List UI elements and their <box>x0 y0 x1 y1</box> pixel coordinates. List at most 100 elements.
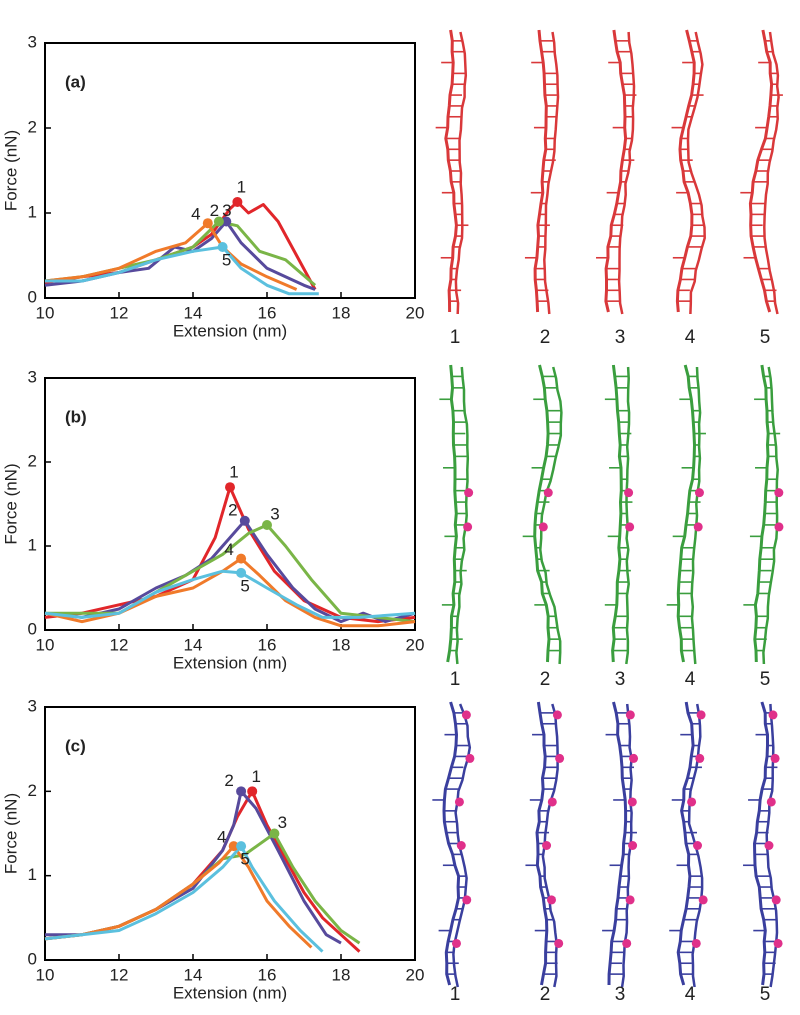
y-tick-label: 2 <box>28 117 37 136</box>
x-tick-label: 16 <box>258 965 277 984</box>
residue-dot <box>543 488 553 498</box>
strand <box>611 364 623 663</box>
residue-dot <box>624 488 634 498</box>
peak-marker <box>236 553 247 564</box>
strand <box>442 701 461 986</box>
x-tick-label: 10 <box>36 635 55 654</box>
residue-dot <box>542 841 552 850</box>
residue-dot <box>698 895 708 905</box>
peak-marker <box>236 786 247 797</box>
x-tick-label: 12 <box>110 635 129 654</box>
y-axis-label: Force (nN) <box>1 793 20 874</box>
structure <box>435 29 469 315</box>
structure-label: 5 <box>760 984 771 1005</box>
peak-label: 2 <box>224 771 233 790</box>
x-tick-label: 10 <box>36 965 55 984</box>
residue-dot <box>625 710 635 720</box>
residue-dot <box>456 841 466 850</box>
x-tick-label: 18 <box>332 965 351 984</box>
panel-label: (b) <box>65 407 87 426</box>
panel-label: (a) <box>65 72 86 91</box>
strand <box>762 366 779 665</box>
y-tick-label: 3 <box>28 367 37 386</box>
residue-dot <box>627 797 637 807</box>
strand <box>455 366 470 665</box>
peak-marker <box>269 828 280 839</box>
strand <box>607 701 628 986</box>
structure-label: 4 <box>685 669 696 690</box>
y-tick-label: 1 <box>28 535 37 554</box>
peak-marker <box>239 515 250 526</box>
residue-dot <box>766 797 776 807</box>
residue-dot <box>771 895 781 905</box>
structure-label: 3 <box>615 669 626 690</box>
structure <box>524 29 560 315</box>
residue-dot <box>463 522 473 532</box>
y-tick-label: 3 <box>28 696 37 715</box>
residue-dot <box>451 938 461 948</box>
y-tick-label: 3 <box>28 32 37 51</box>
structure <box>666 364 706 665</box>
structure-label: 2 <box>540 984 551 1005</box>
y-tick-label: 1 <box>28 865 37 884</box>
plot-frame <box>44 377 416 631</box>
structure <box>743 364 784 665</box>
residue-dot <box>462 895 472 905</box>
y-tick-label: 0 <box>28 949 37 968</box>
y-axis-label: Force (nN) <box>1 130 20 211</box>
peak-marker <box>213 216 224 227</box>
residue-dot <box>764 841 774 850</box>
structure <box>439 364 474 665</box>
y-tick-label: 2 <box>28 451 37 470</box>
structure <box>743 701 783 988</box>
residue-dot <box>552 710 562 720</box>
residue-dot <box>770 753 780 763</box>
residue-dot <box>625 895 635 905</box>
residue-dot <box>773 938 783 948</box>
peak-label: 2 <box>210 201 219 220</box>
x-axis-label: Extension (nm) <box>173 983 287 1002</box>
structure <box>671 29 706 315</box>
series-line <box>45 245 319 296</box>
peak-label: 4 <box>217 828 226 847</box>
y-tick-label: 0 <box>28 287 37 306</box>
peak-label: 1 <box>229 463 238 482</box>
residue-dot <box>774 522 784 532</box>
residue-dot <box>696 710 706 720</box>
residue-dot <box>546 895 556 905</box>
residue-dot <box>628 841 638 850</box>
x-tick-label: 14 <box>184 303 203 322</box>
peak-marker <box>236 567 247 578</box>
peak-label: 4 <box>191 205 200 224</box>
residue-dot <box>554 938 564 948</box>
strand <box>675 29 696 313</box>
residue-dot <box>555 753 565 763</box>
x-tick-label: 16 <box>258 635 277 654</box>
residue-dot <box>465 753 475 763</box>
structure-label: 5 <box>760 327 771 348</box>
residue-dot <box>629 753 639 763</box>
structure <box>740 29 783 315</box>
residue-dot <box>547 797 557 807</box>
series-line <box>44 221 298 291</box>
peak-marker <box>221 216 232 227</box>
strand <box>676 364 697 663</box>
x-tick-label: 18 <box>332 303 351 322</box>
strand <box>446 364 458 663</box>
residue-dot <box>538 522 548 532</box>
structure <box>432 701 475 988</box>
residue-dot <box>774 488 784 498</box>
peak-marker <box>247 786 258 797</box>
peak-marker <box>262 520 272 530</box>
peak-marker <box>228 841 239 852</box>
residue-dot <box>691 938 701 948</box>
residue-dot <box>454 797 464 807</box>
peak-marker <box>236 841 247 852</box>
y-tick-label: 0 <box>28 619 37 638</box>
structure-label: 4 <box>685 984 696 1005</box>
residue-dot <box>695 753 705 763</box>
residue-dot <box>622 938 632 948</box>
residue-dot <box>461 710 471 720</box>
strand <box>752 701 769 986</box>
series-line <box>44 844 324 953</box>
